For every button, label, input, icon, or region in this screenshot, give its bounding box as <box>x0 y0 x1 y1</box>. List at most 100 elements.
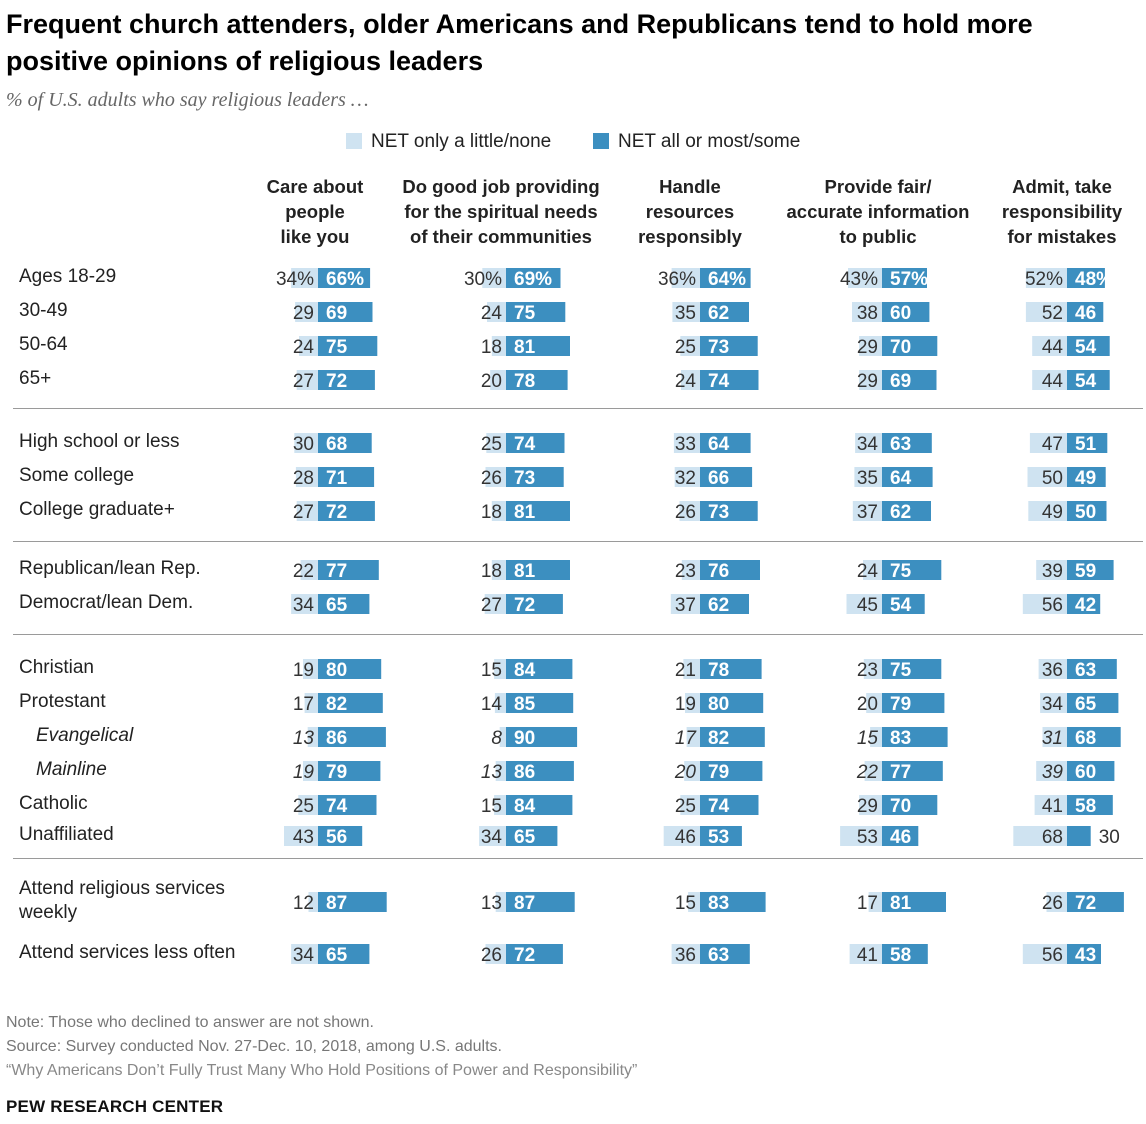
legend-item-light: NET only a little/none <box>346 131 551 153</box>
footer-source: Source: Survey conducted Nov. 27-Dec. 10… <box>6 1038 502 1055</box>
value-label-all-most-some: 84 <box>514 660 536 681</box>
bar-all-most-some-resources <box>700 370 759 390</box>
value-label-all-most-some: 86 <box>514 762 535 783</box>
bar-all-most-some-care <box>318 761 381 781</box>
value-label-little-none: 35 <box>675 303 696 324</box>
bar-little-none-information <box>855 433 882 453</box>
bar-all-most-some-resources <box>700 467 753 487</box>
row-label: Mainline <box>36 759 107 780</box>
value-label-all-most-some: 74 <box>708 796 730 817</box>
value-label-little-none: 17 <box>293 694 314 715</box>
row-label: 50-64 <box>19 334 68 355</box>
value-label-little-none: 56 <box>1042 595 1063 616</box>
legend-swatch-dark <box>593 133 609 149</box>
bar-little-none-mistakes <box>1042 727 1067 747</box>
value-label-little-none: 52 <box>1042 303 1063 324</box>
value-label-little-none: 26 <box>1042 893 1063 914</box>
value-label-all-most-some: 72 <box>326 371 347 392</box>
legend-label-light: NET only a little/none <box>371 131 552 152</box>
bar-little-none-information <box>859 370 882 390</box>
value-label-all-most-some: 75 <box>326 337 348 358</box>
bar-all-most-some-spiritual <box>506 727 578 747</box>
value-label-all-most-some: 48% <box>1075 269 1113 290</box>
bar-little-none-mistakes <box>1034 795 1067 815</box>
bar-little-none-resources <box>685 693 700 713</box>
column-header-care: Care about people like you <box>266 176 364 247</box>
bar-little-none-care <box>308 892 318 912</box>
column-header-mistakes: Admit, take responsibility for mistakes <box>1001 176 1123 247</box>
value-label-little-none: 33 <box>675 434 696 455</box>
bar-all-most-some-care <box>318 336 378 356</box>
bar-all-most-some-information <box>882 826 919 846</box>
value-label-all-most-some: 73 <box>708 502 729 523</box>
bar-little-none-spiritual <box>494 795 506 815</box>
bar-little-none-mistakes <box>1036 560 1067 580</box>
value-label-little-none: 39 <box>1042 561 1063 582</box>
value-label-all-most-some: 42 <box>1075 595 1096 616</box>
value-label-little-none: 36% <box>658 269 696 290</box>
bar-all-most-some-mistakes <box>1067 433 1108 453</box>
bar-all-most-some-mistakes <box>1067 795 1113 815</box>
bar-all-most-some-resources <box>700 826 742 846</box>
bar-all-most-some-care <box>318 268 371 288</box>
bar-little-none-care <box>307 727 318 747</box>
value-label-little-none: 30 <box>293 434 314 455</box>
value-label-little-none: 44 <box>1042 337 1064 358</box>
bar-all-most-some-spiritual <box>506 892 575 912</box>
bar-all-most-some-mistakes <box>1067 693 1119 713</box>
bar-little-none-spiritual <box>482 268 506 288</box>
value-label-little-none: 13 <box>293 728 315 749</box>
footer-report-title: “Why Americans Don’t Fully Trust Many Wh… <box>6 1062 638 1079</box>
bar-little-none-spiritual <box>494 659 506 679</box>
value-label-little-none: 27 <box>293 371 314 392</box>
bar-all-most-some-resources <box>700 727 765 747</box>
bar-little-none-resources <box>684 761 700 781</box>
value-label-all-most-some: 74 <box>326 796 348 817</box>
value-label-all-most-some: 62 <box>890 502 911 523</box>
bar-little-none-resources <box>674 467 700 487</box>
bar-all-most-some-resources <box>700 693 764 713</box>
value-label-little-none: 41 <box>857 945 878 966</box>
value-label-little-none: 34 <box>481 827 503 848</box>
value-label-all-most-some: 49 <box>1075 468 1096 489</box>
row-label: Evangelical <box>36 725 134 746</box>
value-label-all-most-some: 80 <box>326 660 347 681</box>
value-label-little-none: 19 <box>293 660 314 681</box>
group-separator <box>13 408 1143 409</box>
bar-all-most-some-mistakes <box>1067 370 1110 390</box>
brand-logo: PEW RESEARCH CENTER <box>6 1097 224 1116</box>
value-label-little-none: 39 <box>1042 762 1064 783</box>
bar-little-none-spiritual <box>491 501 506 521</box>
bar-all-most-some-resources <box>700 433 751 453</box>
value-label-little-none: 37 <box>857 502 878 523</box>
value-label-all-most-some: 72 <box>514 945 535 966</box>
bar-little-none-information <box>870 727 882 747</box>
value-label-all-most-some: 81 <box>890 893 912 914</box>
bar-all-most-some-information <box>882 336 938 356</box>
bar-little-none-spiritual <box>499 727 506 747</box>
bar-all-most-some-care <box>318 795 377 815</box>
value-label-all-most-some: 75 <box>890 660 912 681</box>
bar-little-none-care <box>291 594 318 614</box>
value-label-little-none: 53 <box>857 827 878 848</box>
bar-all-most-some-resources <box>700 560 760 580</box>
legend-swatch-light <box>346 133 362 149</box>
value-label-all-most-some: 57% <box>890 269 928 290</box>
row-label: 65+ <box>19 368 52 389</box>
value-label-all-most-some: 82 <box>326 694 347 715</box>
value-label-all-most-some: 65 <box>326 945 348 966</box>
bar-little-none-information <box>868 892 882 912</box>
bar-little-none-resources <box>671 268 700 288</box>
value-label-little-none: 18 <box>481 561 502 582</box>
value-label-little-none: 20 <box>481 371 502 392</box>
bar-little-none-mistakes <box>1025 302 1067 322</box>
bar-little-none-mistakes <box>1046 892 1067 912</box>
bar-little-none-spiritual <box>495 761 506 781</box>
bar-all-most-some-resources <box>700 268 751 288</box>
value-label-little-none: 22 <box>293 561 314 582</box>
bar-little-none-care <box>294 433 318 453</box>
bar-little-none-information <box>864 761 882 781</box>
value-label-little-none: 17 <box>675 728 698 749</box>
value-label-little-none: 52% <box>1025 269 1063 290</box>
row-label: Unaffiliated <box>19 824 114 845</box>
